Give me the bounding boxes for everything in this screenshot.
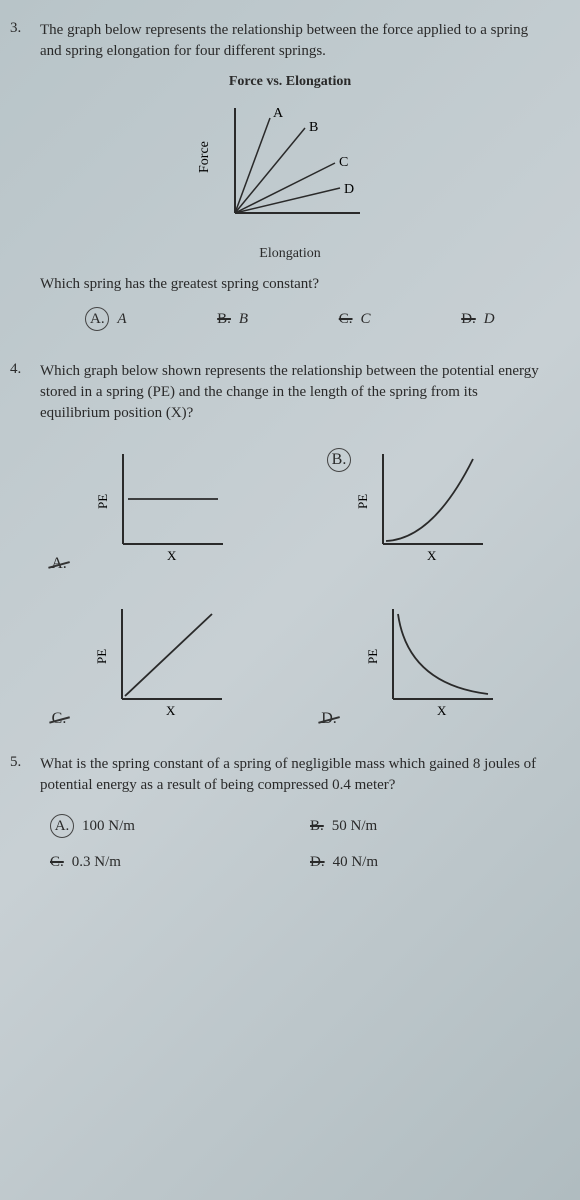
q4-graph-c[interactable]: C. PE X — [76, 599, 235, 724]
option-value: 100 N/m — [82, 818, 135, 835]
q5-text: What is the spring constant of a spring … — [40, 754, 550, 796]
q5-option-c[interactable]: C. 0.3 N/m — [50, 854, 270, 871]
q4-graph-d[interactable]: D. PE X — [345, 599, 505, 724]
x-axis-label: Elongation — [30, 246, 550, 262]
option-value: D — [484, 311, 495, 328]
question-5: 5. What is the spring constant of a spri… — [30, 754, 550, 871]
svg-text:X: X — [427, 548, 437, 563]
q4-graphs: A. PE X B. PE — [40, 444, 540, 724]
svg-text:PE: PE — [355, 494, 370, 509]
option-letter: D. — [310, 854, 325, 871]
graph-c-label: C. — [52, 710, 67, 727]
option-letter: C. — [339, 311, 353, 328]
svg-text:A: A — [273, 106, 284, 121]
graph-d-label: D. — [321, 710, 337, 727]
svg-text:X: X — [167, 548, 177, 563]
option-value: 50 N/m — [332, 818, 377, 835]
q3-options: A. A B. B C. C D. D — [40, 307, 540, 331]
svg-text:PE: PE — [95, 494, 110, 509]
svg-text:C: C — [339, 155, 348, 170]
option-letter: B. — [310, 818, 324, 835]
graph-b-label: B. — [327, 448, 351, 472]
svg-text:X: X — [166, 703, 176, 718]
question-3: 3. The graph below represents the relati… — [30, 20, 550, 331]
q3-option-b[interactable]: B. B — [217, 307, 248, 331]
q4-graph-b[interactable]: B. PE X — [355, 444, 495, 569]
q4-graph-a[interactable]: A. PE X — [75, 444, 235, 569]
svg-text:PE: PE — [94, 649, 109, 664]
q3-option-d[interactable]: D. D — [461, 307, 494, 331]
q3-chart-title: Force vs. Elongation — [30, 74, 550, 90]
option-letter: C. — [50, 854, 64, 871]
q5-option-d[interactable]: D. 40 N/m — [310, 854, 530, 871]
q4-number: 4. — [10, 361, 21, 378]
q5-option-a[interactable]: A. 100 N/m — [50, 814, 270, 838]
option-letter: B. — [217, 311, 231, 328]
option-letter: D. — [461, 311, 476, 328]
option-value: A — [117, 311, 126, 328]
option-letter: A. — [50, 814, 74, 838]
q3-number: 3. — [10, 20, 21, 37]
option-value: C — [361, 311, 371, 328]
option-value: 0.3 N/m — [72, 854, 121, 871]
svg-text:D: D — [344, 182, 354, 197]
q5-number: 5. — [10, 754, 21, 771]
q3-option-c[interactable]: C. C — [339, 307, 371, 331]
q5-option-b[interactable]: B. 50 N/m — [310, 814, 530, 838]
q3-text: The graph below represents the relations… — [40, 20, 550, 62]
option-value: B — [239, 311, 248, 328]
option-value: 40 N/m — [333, 854, 378, 871]
y-axis-label: Force — [197, 141, 212, 173]
svg-text:B: B — [309, 120, 318, 135]
svg-text:X: X — [437, 703, 447, 718]
q4-text: Which graph below shown represents the r… — [40, 361, 550, 424]
q5-options: A. 100 N/m B. 50 N/m C. 0.3 N/m D. 40 N/… — [50, 814, 530, 871]
svg-text:PE: PE — [365, 649, 380, 664]
question-4: 4. Which graph below shown represents th… — [30, 361, 550, 724]
option-letter: A. — [85, 307, 109, 331]
force-elongation-chart: A B C D Force — [190, 98, 390, 238]
q3-chart: A B C D Force — [30, 98, 550, 238]
q3-option-a[interactable]: A. A — [85, 307, 126, 331]
graph-a-label: A. — [51, 555, 67, 572]
q3-sub-question: Which spring has the greatest spring con… — [40, 276, 550, 293]
